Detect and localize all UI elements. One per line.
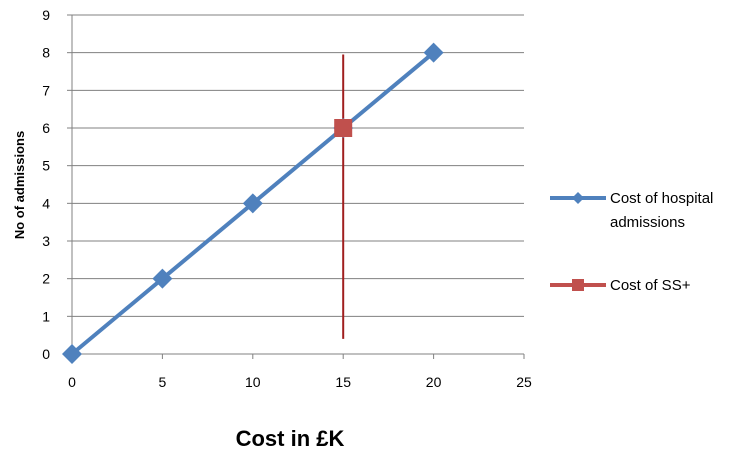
axes bbox=[72, 15, 524, 354]
y-tick-label-3: 3 bbox=[42, 233, 50, 249]
y-tick-label-2: 2 bbox=[42, 271, 50, 287]
x-tick-label-0: 0 bbox=[68, 374, 76, 390]
legend: Cost of hospital admissions Cost of SS+ bbox=[550, 190, 713, 294]
legend-marker-1 bbox=[572, 192, 584, 204]
legend-label-1-line-2: admissions bbox=[610, 214, 685, 231]
y-tick-label-8: 8 bbox=[42, 45, 50, 61]
x-tick-labels: 0 5 10 15 20 25 bbox=[68, 374, 532, 390]
legend-marker-2 bbox=[572, 279, 584, 291]
legend-label-1: Cost of hospital bbox=[610, 190, 713, 207]
y-tick-label-0: 0 bbox=[42, 346, 50, 362]
y-tick-label-6: 6 bbox=[42, 120, 50, 136]
grid-lines bbox=[67, 15, 524, 359]
x-tick-label-10: 10 bbox=[245, 374, 261, 390]
x-tick-label-25: 25 bbox=[516, 374, 532, 390]
y-tick-label-7: 7 bbox=[42, 82, 50, 98]
x-tick-label-15: 15 bbox=[335, 374, 351, 390]
y-tick-label-5: 5 bbox=[42, 158, 50, 174]
y-tick-label-1: 1 bbox=[42, 308, 50, 324]
y-tick-label-4: 4 bbox=[42, 195, 50, 211]
data-point-2-1 bbox=[334, 119, 352, 137]
x-tick-label-5: 5 bbox=[159, 374, 167, 390]
y-axis-label: No of admissions bbox=[12, 131, 27, 239]
legend-label-2: Cost of SS+ bbox=[610, 277, 691, 294]
series-2 bbox=[334, 119, 352, 137]
legend-item-2: Cost of SS+ bbox=[550, 277, 691, 294]
x-tick-label-20: 20 bbox=[426, 374, 442, 390]
legend-item-1: Cost of hospital admissions bbox=[550, 190, 713, 231]
y-tick-label-9: 9 bbox=[42, 7, 50, 23]
x-axis-label: Cost in £K bbox=[236, 426, 345, 451]
y-tick-labels: 0 1 2 3 4 5 6 7 8 9 bbox=[42, 7, 50, 362]
